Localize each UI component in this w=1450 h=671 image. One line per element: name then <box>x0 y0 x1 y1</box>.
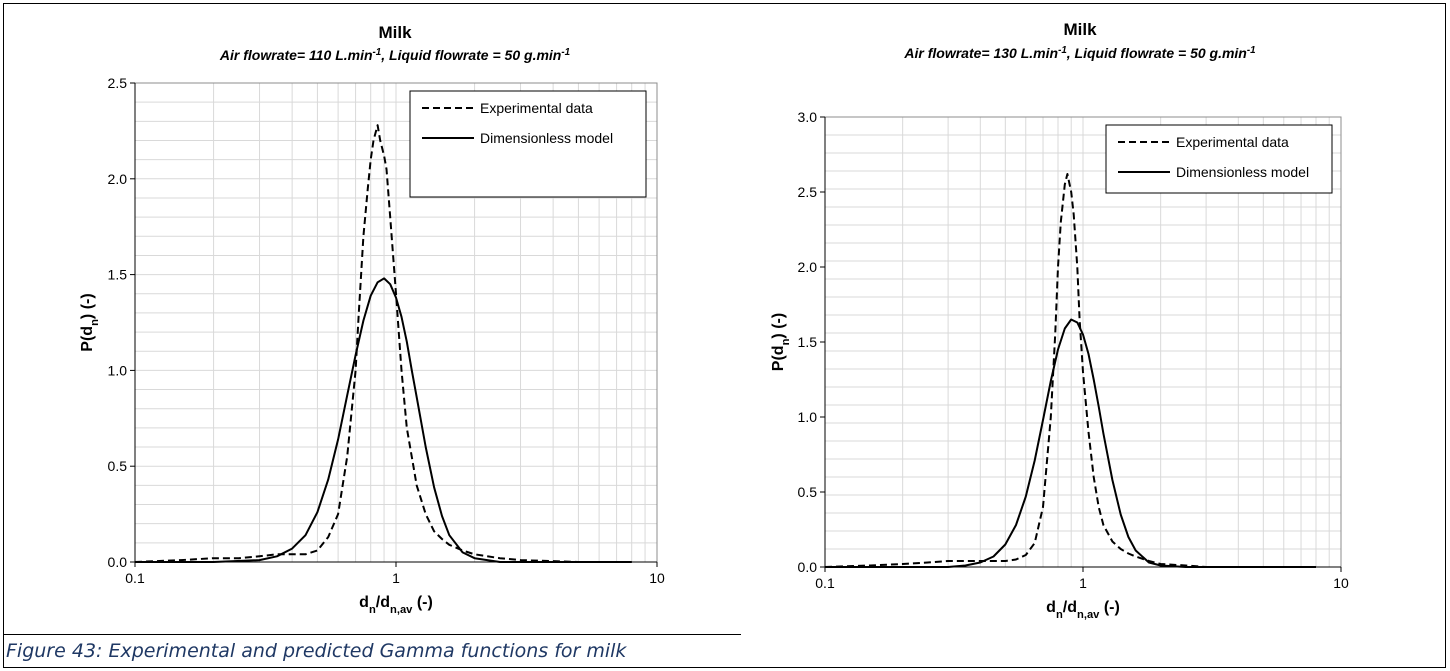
chart-subtitle: Air flowrate= 110 L.min-1, Liquid flowra… <box>219 47 570 64</box>
chart-subtitle: Air flowrate= 130 L.min-1, Liquid flowra… <box>903 45 1255 62</box>
figure-frame <box>3 3 1446 668</box>
x-axis-label: dn/dn,av (-) <box>359 594 433 616</box>
legend-label: Dimensionless model <box>1176 164 1309 180</box>
dimensionless-model-line <box>135 277 632 563</box>
caption-divider <box>3 634 741 635</box>
y-tick-label: 2.0 <box>798 259 818 275</box>
experimental-data-line <box>134 124 632 563</box>
y-tick-label: 0.0 <box>108 554 128 570</box>
charts-canvas: 0.0 0.5 1.0 1.5 2.0 2.5 0.1 1 10 Experimental dat… <box>79 20 1349 621</box>
experimental-data-line <box>824 173 1316 568</box>
chart-title: Milk <box>1063 20 1097 39</box>
dimensionless-model-line <box>825 318 1316 568</box>
y-axis-label: P(dn) (-) <box>770 313 792 371</box>
y-tick-label: 2.5 <box>798 184 818 200</box>
legend: Experimental data Dimensionless model <box>409 90 647 198</box>
legend-label: Experimental data <box>1176 134 1289 150</box>
y-tick-label: 1.5 <box>798 334 818 350</box>
x-axis-label: dn/dn,av (-) <box>1046 599 1120 621</box>
legend: Experimental data Dimensionless model <box>1105 124 1333 194</box>
chart-title: Milk <box>378 23 412 42</box>
x-tick-label: 0.1 <box>125 570 145 586</box>
x-tick-label: 1 <box>392 570 400 586</box>
x-tick-label: 10 <box>1333 575 1349 591</box>
y-tick-label: 1.0 <box>108 362 128 378</box>
y-tick-label: 0.5 <box>798 484 818 500</box>
y-tick-label: 2.5 <box>108 75 128 91</box>
x-tick-label: 0.1 <box>815 575 835 591</box>
chart-right: 0.0 0.5 1.0 1.5 2.0 2.5 3.0 0.1 1 10 Experimental … <box>770 20 1349 621</box>
chart-left: 0.0 0.5 1.0 1.5 2.0 2.5 0.1 1 10 Experimental dat… <box>79 23 665 616</box>
y-tick-label: 1.5 <box>108 267 128 283</box>
y-tick-label: 0.5 <box>108 458 128 474</box>
legend-label: Experimental data <box>480 100 593 116</box>
legend-box <box>1105 124 1333 194</box>
legend-label: Dimensionless model <box>480 130 613 146</box>
x-tick-label: 1 <box>1079 575 1087 591</box>
y-tick-label: 3.0 <box>798 109 818 125</box>
y-tick-label: 2.0 <box>108 171 128 187</box>
y-tick-label: 1.0 <box>798 409 818 425</box>
x-tick-label: 10 <box>649 570 665 586</box>
y-axis-label: P(dn) (-) <box>79 293 101 351</box>
figure-caption: Figure 43: Experimental and predicted Ga… <box>6 640 627 662</box>
y-tick-label: 0.0 <box>798 559 818 575</box>
